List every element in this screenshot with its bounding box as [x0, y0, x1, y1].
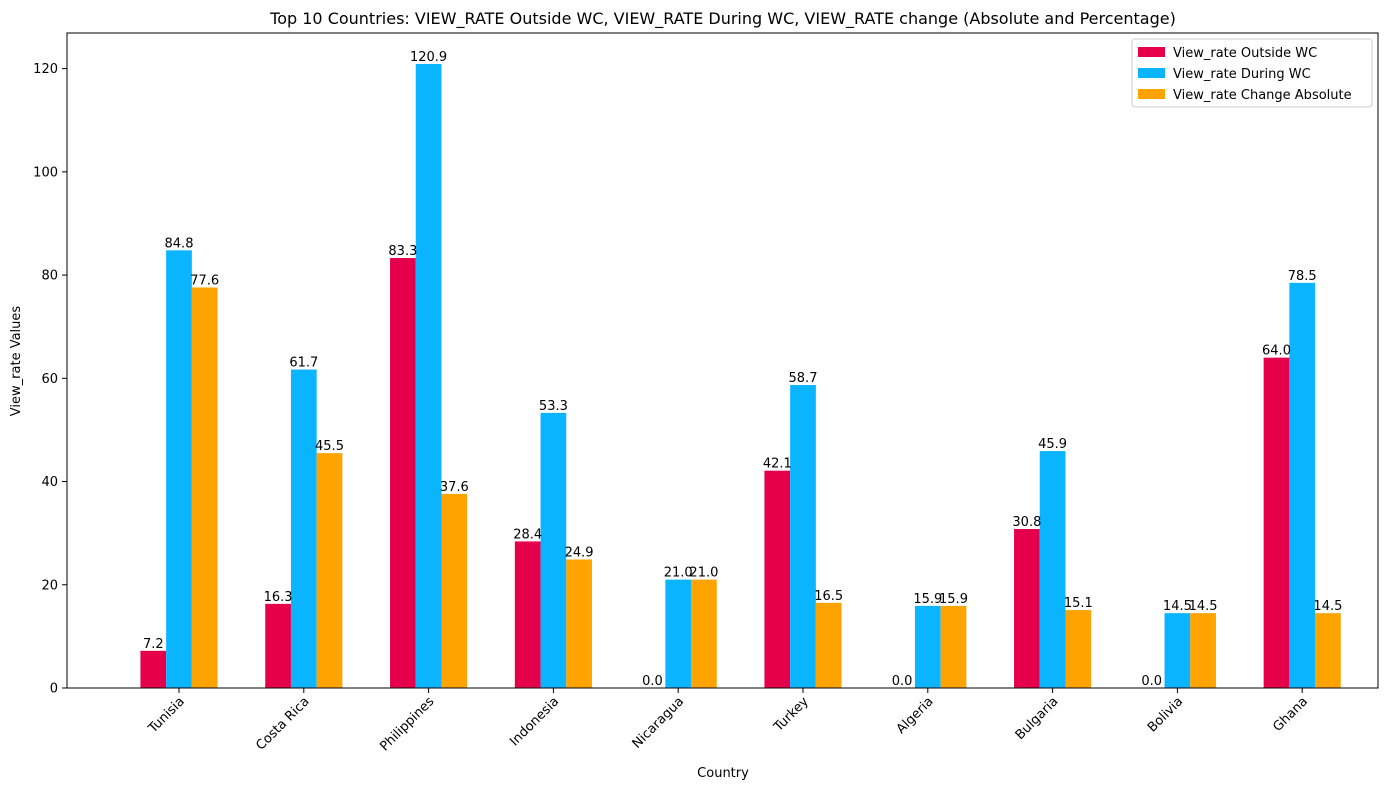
data-label: 21.0 [664, 566, 693, 581]
data-label: 64.0 [1262, 344, 1291, 359]
x-tick-label: Turkey [771, 694, 812, 735]
data-label: 53.3 [539, 399, 568, 414]
data-label: 37.6 [440, 480, 469, 495]
legend-swatch [1138, 68, 1165, 78]
x-tick-label: Tunisia [145, 694, 188, 737]
data-label: 120.9 [410, 50, 447, 65]
x-axis-label: Country [697, 766, 749, 781]
data-label: 58.7 [789, 371, 818, 386]
data-label: 16.3 [264, 590, 293, 605]
data-label: 14.5 [1163, 599, 1192, 614]
bar-2-4 [540, 412, 567, 688]
data-label: 16.5 [814, 589, 843, 604]
data-label: 14.5 [1313, 599, 1342, 614]
bar-3-3 [441, 493, 468, 688]
bar-3-2 [316, 453, 343, 688]
y-tick-label: 20 [41, 578, 58, 593]
data-label: 30.8 [1012, 515, 1041, 530]
data-label: 78.5 [1288, 269, 1317, 284]
bar-3-4 [566, 559, 592, 688]
bars-layer [140, 63, 1341, 689]
data-label: 0.0 [1141, 674, 1162, 689]
data-label: 21.0 [689, 566, 718, 581]
bar-2-2 [290, 369, 317, 688]
bar-3-8 [1065, 610, 1092, 688]
y-tick-label: 0 [50, 682, 58, 697]
x-tick-label: Algeria [894, 694, 937, 737]
bar-2-9 [1164, 613, 1191, 688]
x-tick-label: Bulgaria [1013, 694, 1062, 743]
bar-2-7 [914, 605, 941, 688]
x-tick-label: Nicaragua [630, 694, 687, 751]
x-tick-label: Costa Rica [253, 694, 312, 753]
bar-1-1 [140, 650, 167, 688]
data-labels-layer: 7.2 84.8 77.6 16.3 61.7 45.5 83.3 120.9 37.6 28.4… [143, 50, 1342, 689]
y-tick-label: 120 [33, 62, 58, 77]
bar-1-3 [390, 258, 416, 688]
data-label: 0.0 [892, 674, 913, 689]
bar-1-4 [514, 541, 541, 688]
plot-frame [66, 32, 1379, 689]
bar-2-6 [790, 385, 816, 688]
bar-2-3 [415, 63, 442, 689]
x-tick-label: Philippines [377, 694, 437, 754]
bar-1-10 [1263, 357, 1290, 688]
data-label: 77.6 [190, 273, 219, 288]
x-tick-label: Indonesia [507, 694, 562, 749]
bar-1-6 [764, 470, 791, 688]
bar-3-7 [940, 605, 967, 688]
bar-3-6 [815, 602, 842, 688]
y-tick-label: 100 [33, 165, 58, 180]
bar-1-2 [265, 603, 291, 688]
data-label: 15.9 [939, 592, 968, 607]
data-label: 42.1 [763, 457, 792, 472]
bar-2-8 [1039, 451, 1066, 688]
y-tick-label: 60 [41, 372, 58, 387]
legend: View_rate Outside WC View_rate During WC V… [1131, 38, 1373, 108]
bar-2-10 [1289, 282, 1316, 688]
legend-swatch [1138, 47, 1165, 57]
bar-3-10 [1315, 613, 1341, 688]
x-tick-label: Ghana [1270, 694, 1311, 735]
bar-2-5 [665, 579, 692, 688]
legend-label: View_rate Change Absolute [1173, 88, 1352, 103]
data-label: 28.4 [513, 527, 542, 542]
data-label: 83.3 [388, 244, 417, 259]
legend-box [1131, 38, 1373, 108]
data-label: 84.8 [165, 236, 194, 251]
data-label: 15.1 [1064, 596, 1093, 611]
y-axis: 0 20 40 60 80 100 120 [33, 62, 67, 697]
y-axis-label: View_rate Values [9, 306, 24, 417]
legend-label: View_rate During WC [1173, 67, 1311, 82]
legend-swatch [1138, 89, 1165, 99]
bar-3-1 [191, 287, 218, 688]
bar-3-5 [691, 579, 717, 688]
data-label: 24.9 [565, 545, 594, 560]
bar-3-9 [1190, 613, 1216, 688]
y-tick-label: 80 [41, 269, 58, 284]
x-axis: Tunisia Costa Rica Philippines Indonesia Nic… [145, 688, 1311, 754]
bar-2-1 [166, 250, 192, 688]
data-label: 45.9 [1038, 437, 1067, 452]
x-tick-label: Bolivia [1145, 694, 1186, 735]
data-label: 14.5 [1189, 599, 1218, 614]
data-label: 45.5 [315, 439, 344, 454]
chart-title: Top 10 Countries: VIEW_RATE Outside WC, … [269, 9, 1176, 29]
data-label: 7.2 [143, 637, 164, 652]
data-label: 15.9 [913, 592, 942, 607]
data-label: 0.0 [642, 674, 663, 689]
legend-label: View_rate Outside WC [1173, 46, 1317, 61]
y-tick-label: 40 [41, 475, 58, 490]
bar-1-8 [1014, 529, 1040, 688]
data-label: 61.7 [289, 356, 318, 371]
